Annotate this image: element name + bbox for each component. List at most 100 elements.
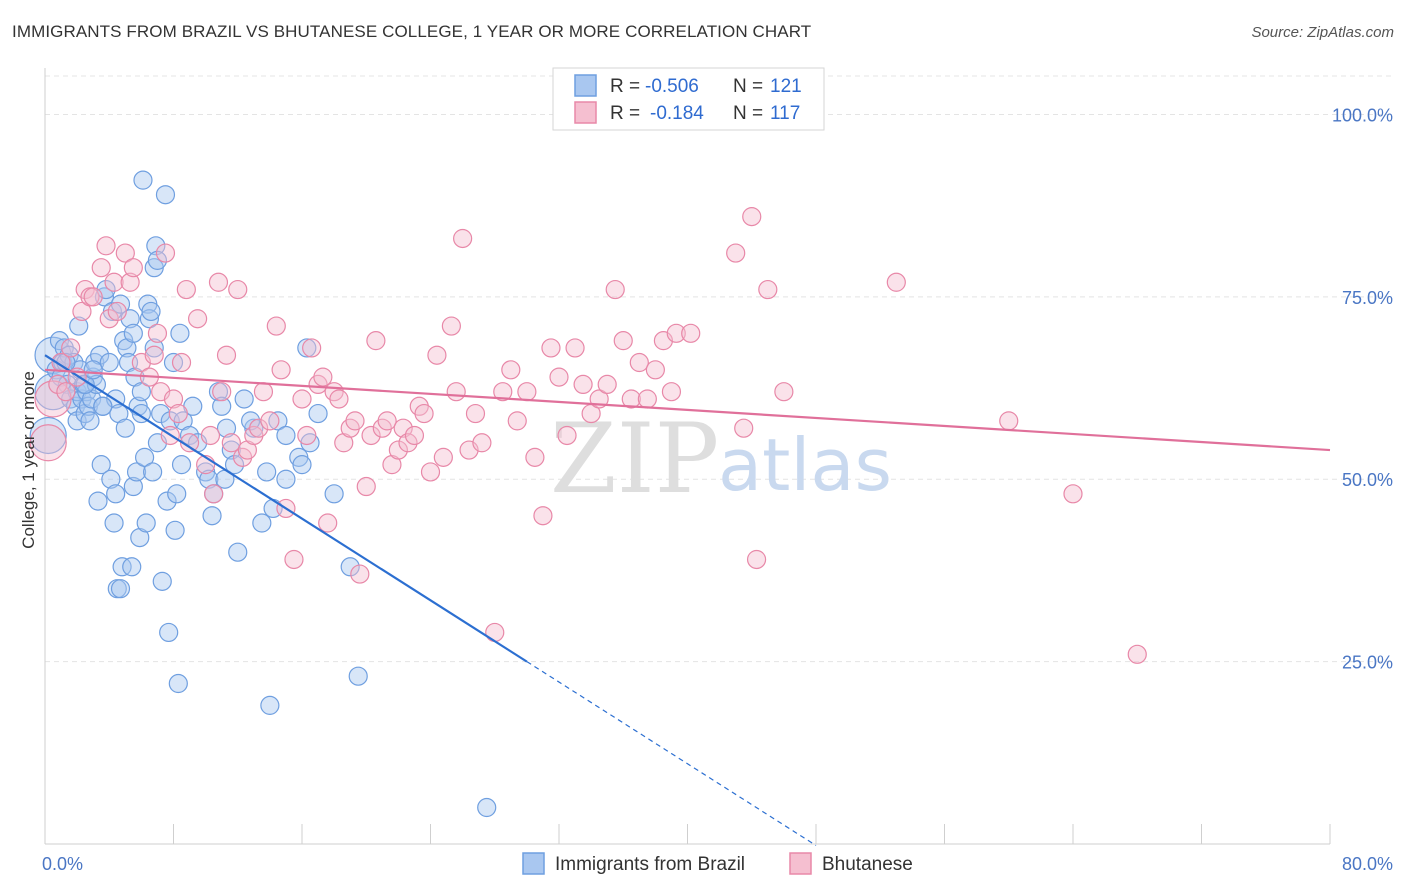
point-s1-30 xyxy=(179,433,200,453)
point-s1-33 xyxy=(200,425,221,446)
point-s0-75 xyxy=(170,323,190,343)
point-s1-29 xyxy=(176,279,196,300)
point-s0-22 xyxy=(80,411,100,431)
point-s1-62 xyxy=(356,476,376,497)
point-s0-64 xyxy=(147,250,168,270)
point-s0-33 xyxy=(99,352,119,373)
point-s0-44 xyxy=(115,418,135,438)
point-s0-60 xyxy=(141,301,161,322)
point-s1-28 xyxy=(171,352,192,373)
bottom-legend-label-brazil: Immigrants from Brazil xyxy=(555,854,745,875)
point-s0-68 xyxy=(157,491,177,511)
point-s1-63 xyxy=(361,425,381,446)
point-s1-82 xyxy=(472,433,492,453)
point-s1-27 xyxy=(168,403,188,424)
point-s1-31 xyxy=(187,309,208,329)
point-s1-81 xyxy=(465,403,486,424)
point-s0-88 xyxy=(234,389,254,409)
point-s0-119 xyxy=(324,484,344,504)
point-s1-92 xyxy=(557,425,577,446)
series-brazil-points xyxy=(29,170,497,818)
point-s0-86 xyxy=(224,455,245,475)
point-s0-71 xyxy=(163,352,184,373)
point-s0-55 xyxy=(133,170,153,190)
point-s1-50 xyxy=(292,389,312,409)
legend-n-value-brazil: 121 xyxy=(770,76,802,97)
point-s1-87 xyxy=(517,382,537,402)
trend-line-s0 xyxy=(44,354,528,663)
point-s1-97 xyxy=(597,374,617,394)
x-tick-label-0: 0.0% xyxy=(42,854,83,874)
legend-box: R = -0.506 N = 121 R = -0.184 N = 117 xyxy=(552,67,825,131)
point-s0-36 xyxy=(104,513,124,533)
point-s1-35 xyxy=(208,272,229,292)
point-s1-54 xyxy=(313,367,333,387)
point-s0-56 xyxy=(134,447,155,467)
point-s1-103 xyxy=(645,360,665,380)
point-s0-83 xyxy=(212,396,232,416)
point-s1-15 xyxy=(107,301,127,322)
point-s1-38 xyxy=(221,433,241,453)
point-s0-116 xyxy=(276,425,296,446)
y-tick-label-2: 75.0% xyxy=(1342,288,1393,308)
point-s1-17 xyxy=(120,272,140,292)
y-tick-label-3: 100.0% xyxy=(1332,105,1393,125)
axes xyxy=(44,68,1331,845)
y-tick-labels: 25.0% 50.0% 75.0% 100.0% xyxy=(1332,105,1393,672)
point-s1-22 xyxy=(147,323,168,343)
point-s1-113 xyxy=(774,382,794,402)
point-s1-13 xyxy=(99,309,119,329)
point-s1-76 xyxy=(433,447,453,467)
point-s0-80 xyxy=(199,469,219,489)
point-s0-81 xyxy=(202,506,222,526)
point-s0-110 xyxy=(171,455,192,475)
point-s1-106 xyxy=(666,323,686,343)
point-s1-12 xyxy=(96,236,116,256)
point-s0-57 xyxy=(136,513,156,533)
point-s1-110 xyxy=(742,207,762,227)
point-s0-48 xyxy=(122,557,142,577)
point-s0-104 xyxy=(93,396,113,416)
point-s0-63 xyxy=(146,236,166,256)
point-s0-26 xyxy=(86,374,107,394)
point-s1-10 xyxy=(83,287,103,307)
point-s0-72 xyxy=(165,520,185,540)
point-s0-66 xyxy=(152,571,172,591)
point-s1-116 xyxy=(1063,484,1083,504)
point-s0-61 xyxy=(143,462,163,482)
bottom-legend-swatch-brazil xyxy=(522,852,545,875)
point-s0-114 xyxy=(241,411,261,431)
point-s0-98 xyxy=(340,557,360,577)
point-s1-55 xyxy=(318,513,338,533)
point-s0-42 xyxy=(112,557,132,577)
point-s0-103 xyxy=(83,360,103,380)
point-s1-100 xyxy=(621,389,641,409)
point-s1-69 xyxy=(393,418,413,438)
bottom-legend-label-bhutanese: Bhutanese xyxy=(822,854,913,875)
legend-r-label-brazil: R = xyxy=(610,76,640,97)
x-tick-label-1: 80.0% xyxy=(1342,854,1393,874)
point-s1-2 xyxy=(48,374,68,394)
legend-n-label-bhutanese: N = xyxy=(733,103,763,124)
point-s1-61 xyxy=(350,564,370,584)
point-s1-91 xyxy=(549,367,569,387)
point-s1-16 xyxy=(115,243,135,263)
trend-extension-s0 xyxy=(526,661,817,846)
point-s0-93 xyxy=(268,411,288,431)
legend-r-label-bhutanese: R = xyxy=(610,103,640,124)
point-s0-102 xyxy=(75,374,95,394)
point-s0-29 xyxy=(91,455,111,475)
point-s0-31 xyxy=(94,287,115,307)
point-s0-49 xyxy=(123,476,143,497)
point-s0-0 xyxy=(29,416,67,455)
point-s1-46 xyxy=(266,316,286,336)
point-s1-51 xyxy=(297,425,317,446)
trend-line-s1 xyxy=(44,368,1331,452)
legend-n-label-brazil: N = xyxy=(733,76,763,97)
watermark-zip: ZIP xyxy=(550,403,719,515)
point-s1-74 xyxy=(420,462,441,482)
point-s1-107 xyxy=(681,323,701,343)
point-s1-52 xyxy=(302,338,322,358)
point-s0-67 xyxy=(155,185,176,205)
point-s0-117 xyxy=(292,455,312,475)
